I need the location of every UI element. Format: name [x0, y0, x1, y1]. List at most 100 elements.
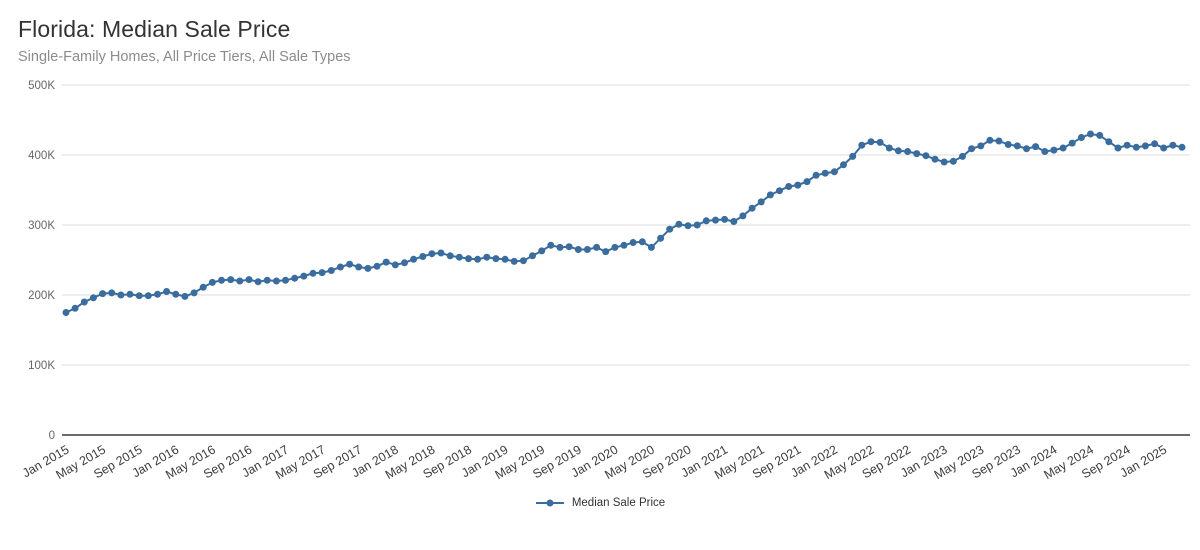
data-point[interactable] — [154, 290, 161, 298]
data-point[interactable] — [437, 249, 445, 257]
data-point[interactable] — [318, 269, 326, 277]
data-point[interactable] — [1023, 145, 1030, 153]
data-point[interactable] — [1114, 144, 1122, 152]
data-point[interactable] — [272, 277, 280, 285]
data-point[interactable] — [410, 255, 418, 263]
data-point[interactable] — [730, 218, 738, 225]
data-point[interactable] — [1096, 131, 1104, 139]
data-point[interactable] — [821, 169, 829, 177]
data-point[interactable] — [574, 246, 582, 253]
data-point[interactable] — [721, 215, 729, 223]
data-point[interactable] — [300, 272, 308, 280]
legend-item-median-sale-price[interactable]: Median Sale Price — [535, 497, 665, 509]
data-point[interactable] — [465, 255, 472, 263]
data-point[interactable] — [1178, 143, 1186, 151]
data-point[interactable] — [638, 238, 646, 246]
data-point[interactable] — [583, 246, 591, 253]
data-point[interactable] — [181, 292, 189, 300]
data-point[interactable] — [71, 304, 79, 312]
data-point[interactable] — [1032, 143, 1040, 151]
data-point[interactable] — [1123, 141, 1131, 149]
data-point[interactable] — [931, 155, 939, 163]
data-point[interactable] — [62, 309, 70, 316]
data-point[interactable] — [529, 252, 536, 260]
data-point[interactable] — [163, 288, 171, 295]
data-point[interactable] — [355, 263, 363, 271]
data-point[interactable] — [80, 298, 88, 306]
data-point[interactable] — [501, 255, 509, 263]
data-point[interactable] — [867, 138, 875, 146]
data-point[interactable] — [245, 276, 253, 284]
data-point[interactable] — [510, 257, 518, 265]
data-point[interactable] — [940, 158, 948, 166]
data-point[interactable] — [675, 220, 683, 228]
data-point[interactable] — [849, 152, 857, 160]
data-point[interactable] — [684, 222, 692, 230]
data-point[interactable] — [1013, 142, 1021, 150]
data-point[interactable] — [364, 264, 372, 272]
data-point[interactable] — [199, 283, 207, 291]
data-point[interactable] — [492, 255, 500, 263]
data-point[interactable] — [620, 241, 628, 249]
data-point[interactable] — [712, 216, 719, 224]
data-point[interactable] — [556, 243, 564, 251]
data-point[interactable] — [776, 187, 783, 195]
data-point[interactable] — [757, 198, 765, 206]
data-point[interactable] — [1068, 139, 1076, 147]
data-point[interactable] — [1059, 144, 1067, 152]
data-point[interactable] — [693, 221, 701, 229]
data-point[interactable] — [382, 258, 390, 266]
data-point[interactable] — [968, 145, 976, 153]
data-point[interactable] — [995, 137, 1003, 145]
data-point[interactable] — [785, 183, 793, 190]
data-point[interactable] — [419, 253, 427, 260]
data-point[interactable] — [135, 292, 143, 300]
data-point[interactable] — [766, 191, 774, 199]
data-point[interactable] — [904, 148, 912, 155]
data-point[interactable] — [1087, 130, 1094, 138]
data-point[interactable] — [309, 269, 317, 277]
data-point[interactable] — [208, 278, 216, 286]
data-point[interactable] — [391, 261, 399, 269]
data-point[interactable] — [483, 253, 491, 261]
data-point[interactable] — [1132, 143, 1140, 151]
data-point[interactable] — [126, 290, 134, 298]
data-point[interactable] — [263, 276, 271, 284]
data-point[interactable] — [336, 263, 344, 271]
data-point[interactable] — [1151, 140, 1159, 148]
data-point[interactable] — [593, 243, 601, 251]
data-point[interactable] — [144, 292, 152, 300]
data-point[interactable] — [327, 267, 335, 274]
data-point[interactable] — [538, 247, 546, 255]
data-point[interactable] — [611, 243, 619, 251]
data-point[interactable] — [117, 291, 125, 299]
data-point[interactable] — [666, 225, 674, 233]
data-point[interactable] — [876, 138, 884, 146]
data-point[interactable] — [236, 277, 244, 285]
data-point[interactable] — [949, 157, 957, 165]
data-point[interactable] — [108, 289, 116, 297]
data-point[interactable] — [977, 142, 985, 150]
data-point[interactable] — [291, 274, 299, 282]
data-point[interactable] — [1004, 141, 1012, 148]
data-point[interactable] — [99, 290, 107, 298]
data-point[interactable] — [190, 289, 198, 297]
data-point[interactable] — [986, 136, 994, 144]
data-point[interactable] — [218, 276, 225, 284]
data-point[interactable] — [254, 278, 262, 286]
data-point[interactable] — [913, 150, 921, 158]
data-point[interactable] — [702, 217, 710, 225]
data-point[interactable] — [1141, 142, 1149, 150]
data-point[interactable] — [373, 262, 381, 270]
data-point[interactable] — [547, 241, 555, 249]
data-point[interactable] — [840, 161, 847, 169]
data-point[interactable] — [1105, 138, 1113, 146]
data-point[interactable] — [455, 253, 463, 261]
data-point[interactable] — [172, 290, 180, 298]
data-point[interactable] — [959, 152, 966, 160]
data-point[interactable] — [227, 276, 235, 284]
data-point[interactable] — [830, 168, 838, 176]
data-point[interactable] — [657, 234, 665, 242]
data-point[interactable] — [894, 147, 902, 155]
